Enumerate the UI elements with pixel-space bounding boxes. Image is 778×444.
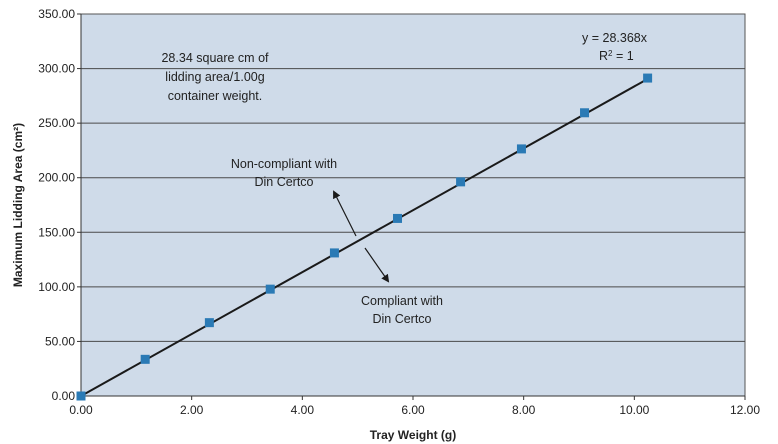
data-point (140, 354, 150, 364)
annotation-ratio-line2: lidding area/1.00g (165, 70, 264, 84)
x-axis-title: Tray Weight (g) (370, 428, 456, 442)
data-point (329, 248, 339, 258)
trendline (80, 78, 649, 397)
arrow-noncompliant (333, 190, 357, 237)
annotation-noncompliant-line1: Non-compliant with (231, 157, 337, 171)
annotation-noncompliant-line2: Din Certco (254, 175, 313, 189)
annotation-compliant-line2: Din Certco (372, 312, 431, 326)
arrow-compliant (364, 247, 390, 283)
x-tick-label: 12.00 (730, 403, 760, 417)
y-tick-label: 100.00 (38, 280, 75, 294)
data-point (393, 213, 403, 223)
data-point (204, 318, 214, 328)
x-tick-label: 10.00 (619, 403, 649, 417)
data-point (580, 108, 590, 118)
y-axis-ticks: 0.00 50.00 100.00 150.00 200.00 250.00 300.00 3… (38, 7, 81, 403)
y-tick-label: 200.00 (38, 171, 75, 185)
data-markers (76, 73, 653, 401)
equation-label: y = 28.368x (582, 31, 648, 45)
data-point (265, 284, 275, 294)
r-squared-label: R2 = 1 (599, 49, 634, 64)
annotation-ratio-line3: container weight. (168, 89, 263, 103)
x-tick-label: 2.00 (180, 403, 204, 417)
y-tick-label: 300.00 (38, 62, 75, 76)
data-point (516, 144, 526, 154)
data-point (643, 73, 653, 83)
annotation-ratio-line1: 28.34 square cm of (161, 51, 269, 65)
x-tick-label: 4.00 (291, 403, 315, 417)
plot-area (80, 13, 746, 397)
annotation-compliant-line1: Compliant with (361, 294, 443, 308)
y-tick-label: 0.00 (52, 389, 76, 403)
x-tick-label: 8.00 (512, 403, 536, 417)
y-axis-title: Maximum Lidding Area (cm²) (11, 123, 25, 287)
x-axis-ticks: 0.00 2.00 4.00 6.00 8.00 10.00 12.00 (69, 396, 760, 417)
y-tick-label: 350.00 (38, 7, 75, 21)
y-tick-label: 150.00 (38, 225, 75, 239)
data-point (76, 391, 86, 401)
y-tick-label: 50.00 (45, 334, 75, 348)
x-tick-label: 0.00 (69, 403, 93, 417)
data-point (456, 177, 466, 187)
gridlines (81, 68, 745, 342)
x-tick-label: 6.00 (401, 403, 425, 417)
y-tick-label: 250.00 (38, 116, 75, 130)
